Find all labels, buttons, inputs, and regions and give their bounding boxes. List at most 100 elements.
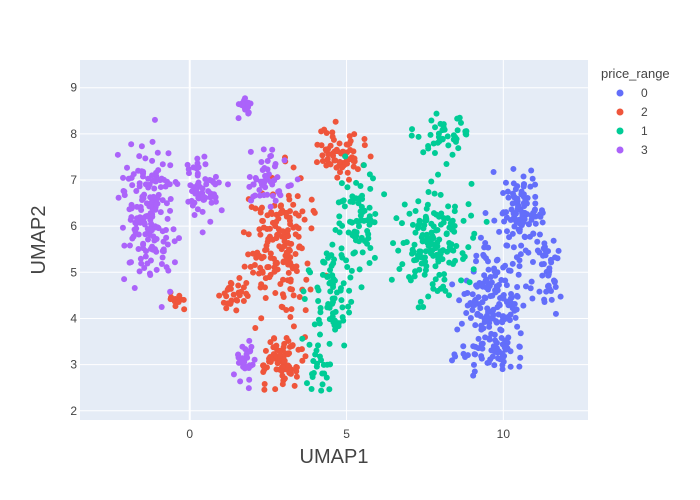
data-point	[329, 300, 336, 307]
data-point	[194, 170, 201, 177]
data-point	[327, 161, 334, 168]
data-point	[241, 263, 248, 270]
data-point	[171, 238, 178, 245]
data-point	[329, 241, 336, 248]
data-point	[272, 290, 279, 297]
data-point	[334, 148, 341, 155]
data-point	[276, 243, 283, 250]
data-point	[486, 283, 493, 290]
data-point	[471, 368, 478, 375]
data-point	[128, 259, 135, 266]
data-point	[126, 242, 133, 249]
data-point	[507, 363, 514, 370]
data-point	[151, 116, 158, 123]
data-point	[290, 323, 297, 330]
data-point	[324, 156, 331, 163]
data-point	[317, 309, 324, 316]
data-point	[283, 334, 290, 341]
data-point	[450, 260, 457, 267]
data-point	[201, 153, 208, 160]
data-point	[301, 296, 308, 303]
data-point	[536, 288, 543, 295]
data-point	[395, 247, 402, 254]
data-point	[133, 188, 140, 195]
data-point	[208, 199, 215, 206]
data-point	[483, 278, 490, 285]
data-point	[158, 303, 165, 310]
data-point	[233, 307, 240, 314]
data-point	[287, 286, 294, 293]
data-point	[145, 236, 152, 243]
data-point	[503, 214, 510, 221]
data-point	[461, 290, 468, 297]
data-point	[136, 268, 143, 275]
data-point	[271, 335, 278, 342]
data-point	[435, 171, 442, 178]
data-point	[251, 261, 258, 268]
data-point	[288, 306, 295, 313]
data-point	[269, 146, 276, 153]
data-point	[456, 297, 463, 304]
data-point	[481, 253, 488, 260]
data-point	[356, 195, 363, 202]
data-point	[330, 152, 337, 159]
data-point	[367, 185, 374, 192]
data-point	[259, 269, 266, 276]
data-point	[548, 296, 555, 303]
data-point	[288, 366, 295, 373]
data-point	[361, 142, 368, 149]
data-point	[478, 340, 485, 347]
data-point	[332, 118, 339, 125]
data-point	[278, 367, 285, 374]
data-point	[289, 263, 296, 270]
data-point	[250, 181, 257, 188]
data-point	[548, 259, 555, 266]
y-tick-labels: 2 3 4 5 6 7 8 9	[70, 81, 77, 418]
data-point	[356, 238, 363, 245]
data-point	[502, 337, 509, 344]
data-point	[167, 207, 174, 214]
data-point	[481, 294, 488, 301]
data-point	[417, 298, 424, 305]
data-point	[529, 258, 536, 265]
data-point	[366, 221, 373, 228]
data-point	[341, 342, 348, 349]
data-point	[409, 126, 416, 133]
data-point	[302, 307, 309, 314]
data-point	[507, 311, 514, 318]
data-point	[527, 183, 534, 190]
data-point	[353, 217, 360, 224]
data-point	[277, 210, 284, 217]
data-point	[529, 295, 536, 302]
data-point	[279, 304, 286, 311]
data-point	[491, 217, 498, 224]
data-point	[430, 140, 437, 147]
data-point	[451, 208, 458, 215]
data-point	[317, 304, 324, 311]
data-point	[528, 278, 535, 285]
data-point	[286, 208, 293, 215]
data-point	[274, 360, 281, 367]
data-point	[210, 179, 217, 186]
data-point	[136, 180, 143, 187]
data-point	[540, 245, 547, 252]
data-point	[142, 253, 149, 260]
legend-label: 1	[641, 124, 648, 138]
data-point	[367, 153, 374, 160]
data-point	[192, 190, 199, 197]
data-point	[435, 130, 442, 137]
data-point	[477, 312, 484, 319]
data-point	[300, 288, 307, 295]
data-point	[136, 153, 143, 160]
data-point	[472, 296, 479, 303]
data-point	[245, 110, 252, 117]
data-point	[422, 267, 429, 274]
data-point	[499, 319, 506, 326]
data-point	[423, 215, 430, 222]
data-point	[135, 167, 142, 174]
data-point	[495, 311, 502, 318]
data-point	[240, 229, 247, 236]
data-point	[319, 152, 326, 159]
data-point	[120, 174, 127, 181]
data-point	[472, 322, 479, 329]
